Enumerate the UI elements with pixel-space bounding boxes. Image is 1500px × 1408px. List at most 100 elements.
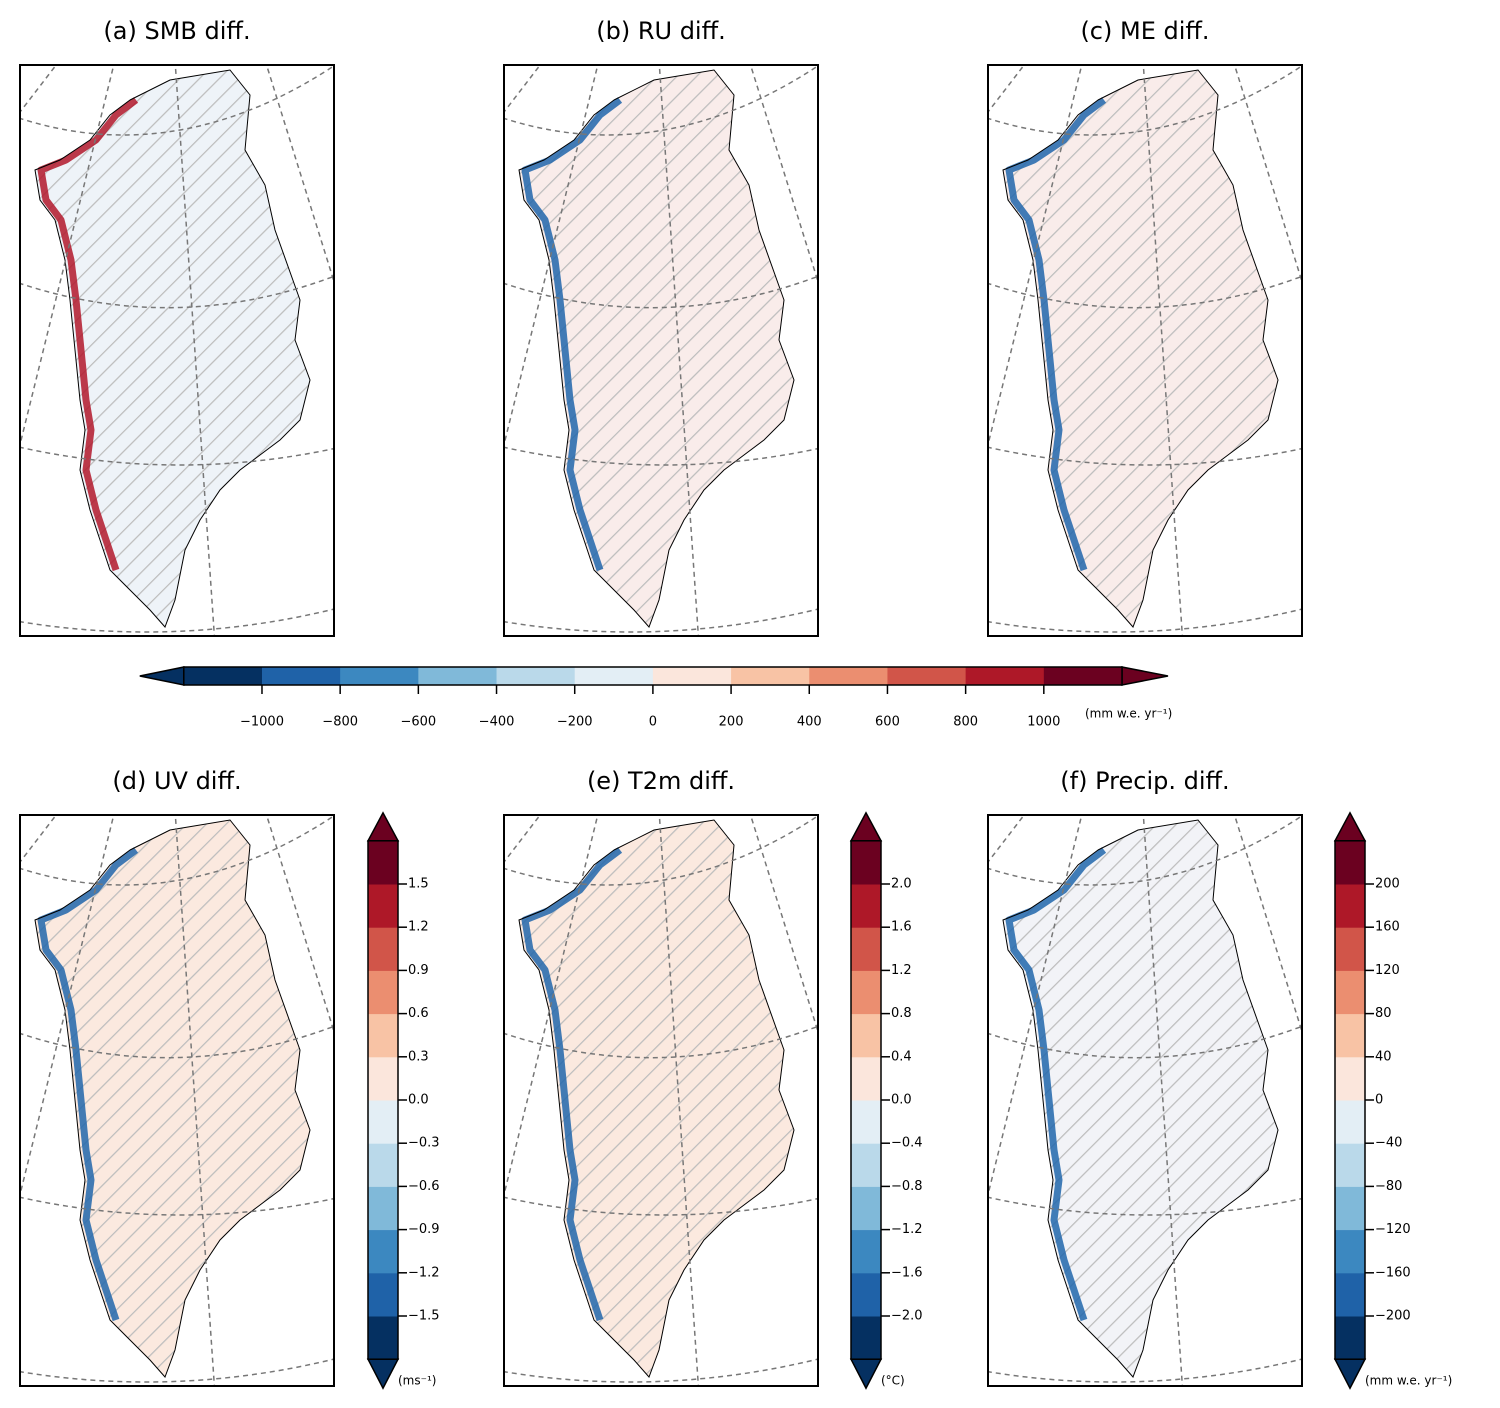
map-panel: (b) RU diff. [503,17,819,637]
map-frame [987,814,1303,1387]
graticule [20,1196,334,1216]
colorbar-tick-label: 0.9 [408,963,429,978]
panel-title: (b) RU diff. [596,17,726,45]
map-panel: (c) ME diff. [987,17,1303,637]
graticule [20,446,334,466]
colorbar: −1000 −800 −600 −400 −200 0 200 400 600 800 1000 (m… [139,666,1172,730]
hatching [519,70,794,627]
colorbar-level [496,667,576,685]
map-frame [503,814,819,1387]
graticule [20,1358,334,1383]
graticule [988,815,1083,1198]
colorbar-level [574,667,654,685]
colorbar-tick-label: 0.0 [891,1093,912,1108]
colorbar-tick-label: −1.5 [408,1309,440,1324]
colorbar-level [368,1013,398,1058]
colorbar-tick-label: −200 [1375,1309,1411,1324]
colorbar-tick-label: −2.0 [891,1309,923,1324]
coastline [1002,69,1279,628]
colorbar-level [851,927,881,971]
coastline [34,819,311,1378]
map-area [20,65,334,636]
colorbar-tick-label: −40 [1375,1136,1402,1151]
hatching [35,70,310,627]
colorbar-tick-label: 0.4 [891,1049,912,1064]
graticule [988,608,1302,633]
colorbar-level [261,667,341,685]
graticule [504,1025,818,1059]
colorbar-level [340,667,419,685]
colorbar-tick-label: −0.3 [408,1136,440,1151]
graticule [988,1025,1302,1059]
graticule [20,815,115,1198]
colorbar-tick-label: 400 [797,715,822,730]
colorbar-extend-high [366,811,400,842]
colorbar-level [368,884,398,928]
colorbar-tick-label: 160 [1375,920,1400,935]
colorbar-level [851,1013,881,1058]
colorbar-tick-label: −120 [1375,1222,1411,1237]
map-area [504,815,818,1386]
colorbar-tick-label: 120 [1375,963,1400,978]
colorbar-units: (ms⁻¹) [398,1374,436,1388]
colorbar-level [731,667,810,685]
graticule [504,815,542,864]
colorbar-level [851,970,881,1015]
hatching [519,820,794,1377]
colorbar-tick-label: 0.0 [408,1093,429,1108]
graticule [504,65,542,114]
graticule [988,815,1302,886]
coastal-anomaly [37,97,139,572]
colorbar-tick-label: 1.2 [891,963,912,978]
map-frame [987,64,1303,637]
colorbar-level [368,1056,398,1101]
map-panel: (e) T2m diff. [503,767,819,1387]
panel-title: (f) Precip. diff. [1060,767,1229,795]
graticule [174,815,216,1386]
colorbar-extend-low [849,1358,883,1390]
map-area [988,815,1302,1386]
colorbar-level [965,667,1045,685]
colorbar-tick-label: 1.2 [408,920,429,935]
graticule [504,446,818,466]
colorbar-level [851,884,881,928]
coastline [1002,819,1279,1378]
colorbar-level [887,667,967,685]
colorbar-level [1335,927,1365,971]
colorbar-tick-label: 0 [1375,1093,1383,1108]
map-area [504,65,818,636]
graticule [20,65,58,114]
colorbar-tick-label: −0.6 [408,1179,440,1194]
colorbar-extend-low [139,666,185,686]
colorbar-level [1335,1100,1365,1144]
colorbar-tick-label: −1.2 [891,1222,923,1237]
colorbar-level [418,667,498,685]
colorbar-tick-label: −0.4 [891,1136,923,1151]
colorbar-extend-low [366,1358,400,1390]
graticule [988,446,1302,466]
colorbar-level [368,927,398,971]
colorbar-level [851,1100,881,1144]
map-panel: (a) SMB diff. [19,17,335,637]
colorbar-tick-label: −1.6 [891,1265,923,1280]
colorbar-tick-label: −1.2 [408,1265,440,1280]
colorbar-level [368,1100,398,1144]
colorbar-level [368,1143,398,1187]
map-panel: (f) Precip. diff. [987,767,1303,1387]
colorbar-tick-label: −200 [557,715,593,730]
map-frame [19,64,335,637]
colorbar-tick-label: 1.5 [408,877,429,892]
graticule [174,65,216,636]
graticule [988,65,1083,448]
map-frame [19,814,335,1387]
colorbar-level [368,1186,398,1231]
graticule [20,1025,334,1059]
colorbar-tick-label: 2.0 [891,877,912,892]
colorbar: −1.5 −1.2 −0.9 −0.6 −0.3 0.0 0.3 0.6 0.9 1.2 1.5 (m… [366,811,440,1390]
colorbar-tick-label: 600 [875,715,900,730]
graticule [658,65,700,636]
coastline [34,69,311,628]
map-frame [503,64,819,637]
colorbar-level [1335,1186,1365,1231]
graticule [988,275,1302,309]
